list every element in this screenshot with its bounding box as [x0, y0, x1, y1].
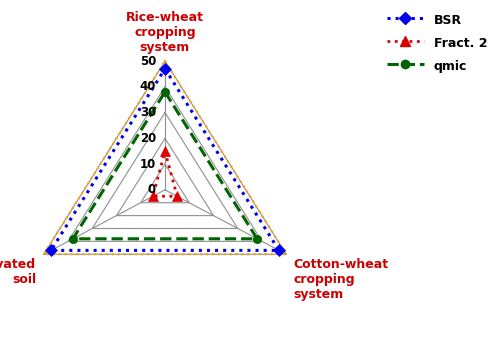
Text: 10: 10 [140, 158, 156, 171]
Text: 40: 40 [140, 80, 156, 93]
Text: 0: 0 [148, 183, 156, 196]
Text: 30: 30 [140, 106, 156, 119]
Text: Cotton-wheat
cropping
system: Cotton-wheat cropping system [294, 258, 389, 301]
Text: 20: 20 [140, 132, 156, 145]
Legend: BSR, Fract. 2, qmic: BSR, Fract. 2, qmic [380, 6, 494, 80]
Text: Rice-wheat
cropping
system: Rice-wheat cropping system [126, 11, 204, 54]
Text: 50: 50 [140, 55, 156, 67]
Text: Uncultivated
soil: Uncultivated soil [0, 258, 36, 286]
